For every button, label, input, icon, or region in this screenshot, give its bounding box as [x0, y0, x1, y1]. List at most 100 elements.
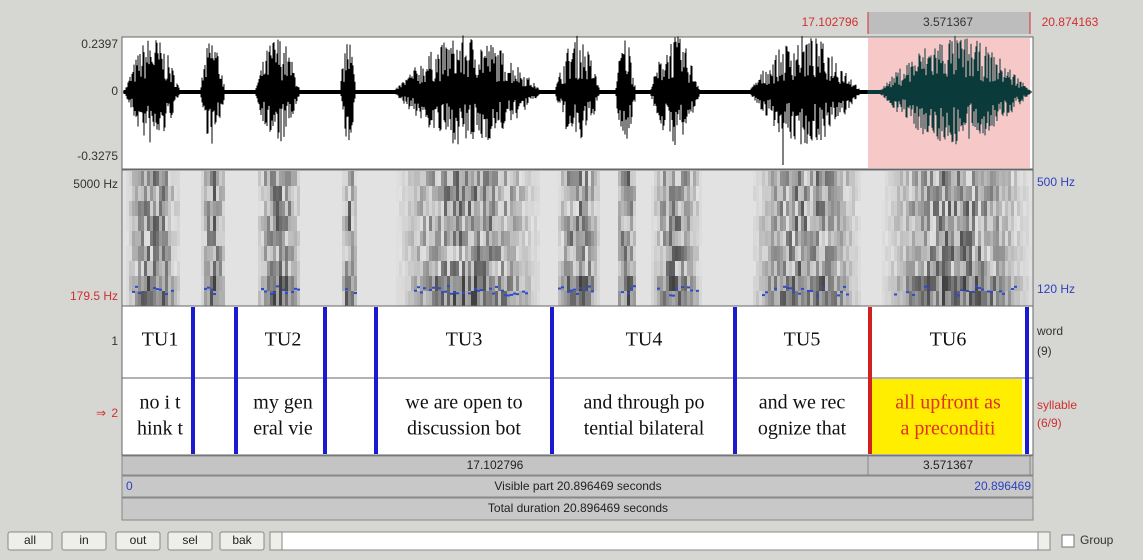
spectrogram-cell — [450, 171, 453, 186]
spectrogram-cell — [207, 186, 210, 201]
spectrogram-cell — [693, 216, 696, 231]
group-checkbox[interactable] — [1062, 535, 1074, 547]
spectrogram-cell — [324, 246, 327, 261]
spectrogram-cell — [297, 186, 300, 201]
spectrogram-cell — [1029, 276, 1032, 291]
interval-boundary[interactable] — [191, 307, 195, 454]
spectrogram-cell — [153, 216, 156, 231]
spectrogram-cell — [690, 171, 693, 186]
scroll-right[interactable] — [1038, 532, 1050, 550]
spectrogram-cell — [930, 186, 933, 201]
spectrogram-cell — [231, 216, 234, 231]
spectrogram-cell — [1026, 201, 1029, 216]
spectrogram-cell — [393, 246, 396, 261]
spectrogram-cell — [945, 186, 948, 201]
spectrogram-cell — [330, 276, 333, 291]
spectrogram-cell — [981, 261, 984, 276]
spectrogram-cell — [378, 216, 381, 231]
interval-boundary[interactable] — [868, 307, 872, 454]
spectrogram-cell — [792, 231, 795, 246]
spectrogram-cell — [375, 186, 378, 201]
spectrogram-cell — [921, 171, 924, 186]
spectrogram-cell — [732, 261, 735, 276]
spectrogram-cell — [1005, 201, 1008, 216]
spectrogram-cell — [192, 291, 195, 306]
scrollbar[interactable] — [282, 532, 1038, 550]
spectrogram-cell — [570, 186, 573, 201]
spectrogram-cell — [651, 171, 654, 186]
spectrogram-cell — [711, 246, 714, 261]
time-bar[interactable] — [1030, 456, 1033, 475]
spectrogram-cell — [378, 261, 381, 276]
tier-1[interactable] — [122, 306, 1033, 378]
spectrogram-cell — [414, 246, 417, 261]
spectrogram-cell — [378, 246, 381, 261]
spectrogram-cell — [498, 216, 501, 231]
spectrogram-cell — [381, 186, 384, 201]
pitch-point — [588, 286, 591, 288]
spectrogram-cell — [1020, 186, 1023, 201]
interval-boundary[interactable] — [1025, 307, 1029, 454]
spectrogram-cell — [159, 171, 162, 186]
spectrogram-cell — [147, 201, 150, 216]
spectrogram-cell — [387, 246, 390, 261]
interval-label: TU5 — [784, 329, 821, 351]
interval-boundary[interactable] — [374, 307, 378, 454]
spectrogram-cell — [513, 261, 516, 276]
interval-boundary[interactable] — [323, 307, 327, 454]
spectrogram-cell — [471, 216, 474, 231]
spectrogram-cell — [357, 201, 360, 216]
spectrogram-cell — [990, 276, 993, 291]
spectrogram-cell — [255, 276, 258, 291]
spectrogram-cell — [534, 276, 537, 291]
spectrogram-cell — [696, 246, 699, 261]
spectrogram-cell — [936, 276, 939, 291]
spectrogram-cell — [840, 186, 843, 201]
spectrogram-cell — [306, 261, 309, 276]
spectrogram-cell — [552, 201, 555, 216]
spectrogram-cell — [414, 291, 417, 306]
spectrogram-cell — [1029, 246, 1032, 261]
spectrogram-cell — [819, 231, 822, 246]
spectrogram-cell — [429, 246, 432, 261]
spectrogram-cell — [450, 261, 453, 276]
spectrogram-cell — [660, 276, 663, 291]
spectrogram-cell — [216, 246, 219, 261]
spectrogram-cell — [147, 261, 150, 276]
spectrogram-cell — [564, 231, 567, 246]
spectrogram-cell — [204, 291, 207, 306]
spectrogram-cell — [747, 231, 750, 246]
spectrogram-cell — [207, 216, 210, 231]
spectrogram-cell — [609, 171, 612, 186]
spectrogram-cell — [381, 216, 384, 231]
spectrogram-cell — [645, 216, 648, 231]
spectrogram-cell — [327, 261, 330, 276]
selected-interval[interactable] — [870, 379, 1022, 454]
spectrogram-cell — [612, 291, 615, 306]
spectrogram-cell — [138, 171, 141, 186]
spectrogram-cell — [525, 201, 528, 216]
spectrogram-cell — [180, 276, 183, 291]
spectrogram-cell — [318, 201, 321, 216]
spectrogram-cell — [702, 201, 705, 216]
spectrogram-cell — [414, 171, 417, 186]
spectrogram-cell — [993, 231, 996, 246]
spectrogram-cell — [717, 246, 720, 261]
interval-boundary[interactable] — [234, 307, 238, 454]
spectrogram-cell — [1023, 216, 1026, 231]
interval-boundary[interactable] — [733, 307, 737, 454]
interval-boundary[interactable] — [550, 307, 554, 454]
spectrogram-cell — [645, 291, 648, 306]
spectrogram-cell — [753, 276, 756, 291]
spectrogram-cell — [648, 171, 651, 186]
spectrogram-cell — [573, 216, 576, 231]
spectrogram-cell — [603, 291, 606, 306]
spectrogram-cell — [885, 216, 888, 231]
spectrogram-cell — [753, 216, 756, 231]
spectrogram-cell — [894, 216, 897, 231]
spectrogram-cell — [291, 261, 294, 276]
scroll-left[interactable] — [270, 532, 282, 550]
spectrogram-cell — [846, 291, 849, 306]
spectrogram-cell — [525, 276, 528, 291]
spectrogram-cell — [561, 291, 564, 306]
